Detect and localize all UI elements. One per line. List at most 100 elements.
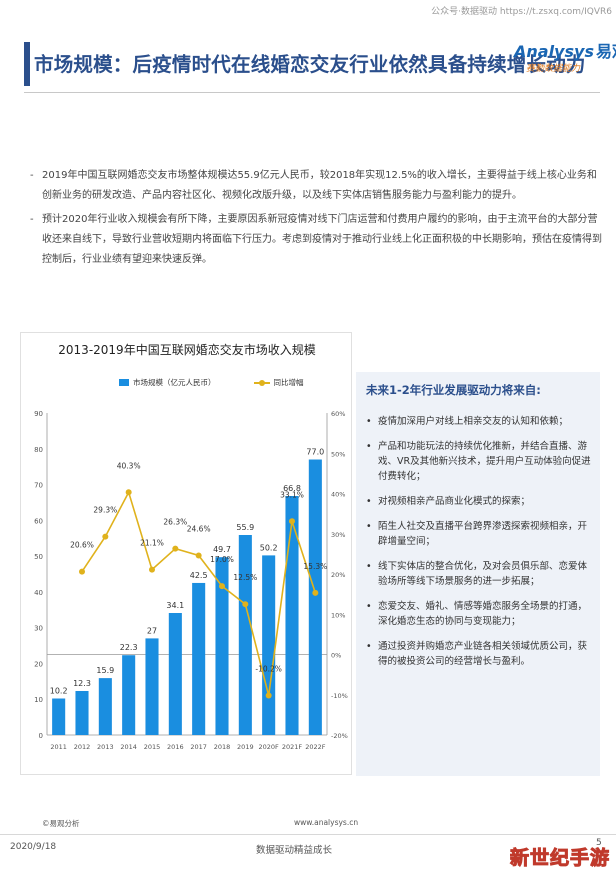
y-left-tick-label: 10	[34, 696, 43, 704]
x-tick-label: 2012	[74, 743, 91, 751]
bar-value-label: 77.0	[306, 448, 324, 457]
summary-bullets: 2019年中国互联网婚恋交友市场整体规模达55.9亿元人民币，较2018年实现1…	[30, 166, 602, 274]
legend-line-swatch	[253, 379, 270, 386]
y-left-tick-label: 40	[34, 589, 43, 597]
driver-item: 恋爱交友、婚礼、情感等婚恋服务全场景的打通，深化婚恋生态的协同与变现能力；	[366, 599, 594, 629]
summary-bullet-1: 2019年中国互联网婚恋交友市场整体规模达55.9亿元人民币，较2018年实现1…	[30, 166, 602, 206]
y-left-tick-label: 0	[39, 732, 43, 740]
x-tick-label: 2017	[190, 743, 207, 751]
growth-value-label: 12.5%	[233, 573, 257, 582]
x-tick-label: 2019	[237, 743, 254, 751]
growth-point	[265, 692, 272, 699]
y-left-tick-label: 50	[34, 553, 43, 561]
x-tick-label: 2013	[97, 743, 114, 751]
footer-source: ©易观分析	[42, 819, 80, 828]
bar	[145, 638, 159, 735]
chart-legend: 市场规模（亿元人民币） 同比增幅	[119, 377, 304, 388]
growth-point	[102, 533, 109, 540]
summary-bullet-2: 预计2020年行业收入规模会有所下降，主要原因系新冠疫情对线下门店运营和付费用户…	[30, 210, 602, 270]
y-right-tick-label: 0%	[331, 652, 341, 660]
header-divider	[24, 92, 600, 93]
corner-watermark: 新世纪手游	[509, 847, 610, 870]
bar	[168, 612, 182, 735]
growth-value-label: 15.3%	[303, 562, 327, 571]
chart-plot: 0 10 20 30 40 50 60 70 80 90 -20% -10% 0% 10% 20% 30% 40…	[34, 410, 348, 751]
driver-item: 线下实体店的整合优化，及对会员俱乐部、恋爱体验场所等线下场景服务的进一步拓展；	[366, 559, 594, 589]
bar	[238, 535, 252, 735]
logo-main: Analysys易观	[514, 38, 616, 62]
growth-value-label: 26.3%	[163, 518, 187, 527]
drivers-list: 疫情加深用户对线上相亲交友的认知和依赖； 产品和功能玩法的持续优化推新，并结合直…	[366, 414, 594, 679]
growth-point	[242, 601, 249, 608]
bar-value-label: 10.2	[50, 687, 68, 696]
growth-value-label: 17.0%	[210, 555, 234, 564]
footer-website: www.analysys.cn	[294, 818, 359, 827]
driver-item: 通过投资并购婚恋产业链各相关领域优质公司，获得的被投资公司的经营增长与盈利。	[366, 639, 594, 669]
bar-value-label: 66.8	[283, 484, 301, 493]
x-tick-label: 2022F	[305, 743, 326, 751]
bar	[192, 582, 206, 735]
growth-point	[195, 552, 202, 559]
header-accent-bar	[24, 42, 30, 86]
bar	[215, 557, 229, 735]
y-left-tick-label: 80	[34, 446, 43, 454]
growth-point	[79, 568, 85, 575]
analysys-logo: Analysys易观 赛勤数据能力	[514, 36, 616, 82]
bar	[308, 459, 322, 735]
growth-value-label: 29.3%	[93, 506, 117, 515]
y-right-tick-label: 30%	[331, 531, 345, 539]
y-left-tick-label: 60	[34, 517, 43, 525]
legend-line-label: 同比增幅	[273, 378, 304, 387]
bar	[262, 555, 276, 735]
bar	[75, 690, 89, 735]
y-right-tick-label: 40%	[331, 491, 345, 499]
bar-value-label: 22.3	[120, 643, 138, 652]
growth-value-label: -10.2%	[255, 665, 282, 674]
footer-date: 2020/9/18	[10, 842, 57, 852]
growth-value-label: 40.3%	[117, 461, 141, 470]
bar-value-label: 27	[147, 626, 157, 635]
growth-point	[125, 489, 132, 496]
bar-value-label: 49.7	[213, 545, 231, 554]
y-right-tick-label: 20%	[331, 571, 345, 579]
drivers-title: 未来1-2年行业发展驱动力将来自:	[366, 383, 541, 397]
bar	[122, 655, 136, 735]
y-left-tick-label: 30	[34, 625, 43, 633]
chart-container: 2013-2019年中国互联网婚恋交友市场收入规模 市场规模（亿元人民币） 同比…	[20, 332, 352, 775]
growth-point	[172, 545, 179, 552]
driver-item: 疫情加深用户对线上相亲交友的认知和依赖；	[366, 414, 594, 429]
x-tick-label: 2021F	[282, 743, 303, 751]
bar-value-label: 34.1	[166, 601, 184, 610]
growth-point	[289, 518, 295, 525]
page-title: 市场规模：后疫情时代在线婚恋交友行业依然具备持续增长动力	[34, 53, 586, 76]
top-note: 公众号·数据驱动 https://t.zsxq.com/IQVR6	[431, 7, 612, 17]
growth-value-label: 21.1%	[140, 539, 164, 548]
y-left-tick-label: 70	[34, 482, 43, 490]
logo-cn: 易观	[595, 42, 616, 61]
growth-value-label: 20.6%	[70, 541, 94, 550]
growth-point	[149, 566, 155, 573]
bar	[98, 678, 112, 735]
x-tick-label: 2020F	[259, 743, 280, 751]
y-right-tick-label: -10%	[331, 692, 348, 700]
y-left-tick-label: 90	[34, 410, 43, 418]
x-tick-label: 2016	[167, 743, 184, 751]
bar-value-label: 55.9	[236, 523, 254, 532]
growth-value-label: 33.1%	[280, 490, 304, 499]
legend-bar-swatch	[119, 379, 129, 386]
chart-title: 2013-2019年中国互联网婚恋交友市场收入规模	[58, 343, 316, 357]
footer-divider	[0, 834, 616, 835]
bar-value-label: 12.3	[73, 679, 91, 688]
growth-point	[219, 583, 225, 590]
driver-item: 陌生人社交及直播平台跨界渗透探索视频相亲，开辟增量空间；	[366, 519, 594, 549]
page-number: 5	[596, 838, 602, 848]
bar	[52, 698, 66, 735]
legend-bar-label: 市场规模（亿元人民币）	[133, 378, 216, 387]
legend-item-bar: 市场规模（亿元人民币）	[119, 377, 216, 388]
drivers-panel: 未来1-2年行业发展驱动力将来自: 疫情加深用户对线上相亲交友的认知和依赖； 产…	[356, 372, 600, 776]
y-right-tick-label: -20%	[331, 732, 348, 740]
x-tick-label: 2011	[50, 743, 67, 751]
y-left-tick-label: 20	[34, 660, 43, 668]
growth-point	[312, 589, 319, 596]
x-tick-label: 2015	[144, 743, 161, 751]
